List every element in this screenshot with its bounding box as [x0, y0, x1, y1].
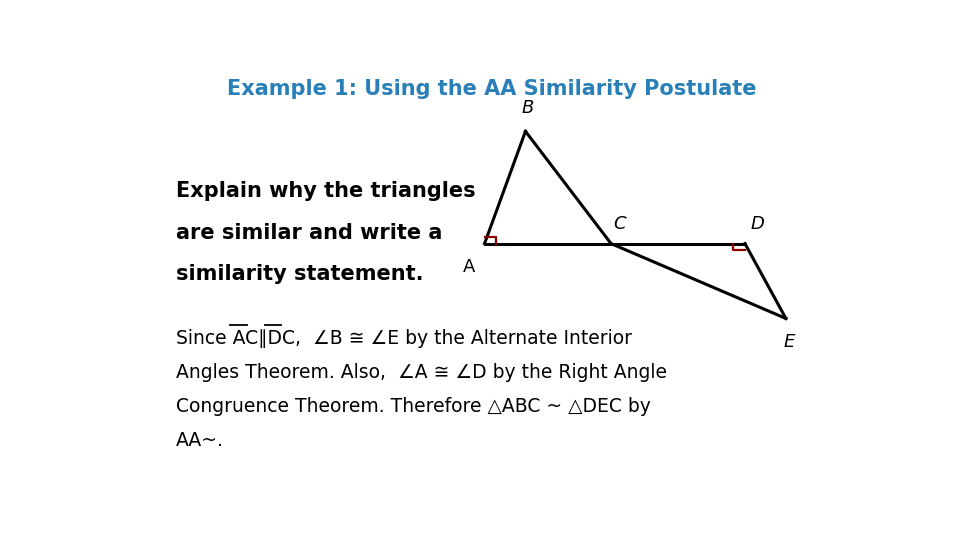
Text: AA~.: AA~. — [176, 431, 224, 450]
Text: Congruence Theorem. Therefore △ABC ~ △DEC by: Congruence Theorem. Therefore △ABC ~ △DE… — [176, 397, 651, 416]
Text: Explain why the triangles: Explain why the triangles — [176, 181, 475, 201]
Text: Angles Theorem. Also,  ∠A ≅ ∠D by the Right Angle: Angles Theorem. Also, ∠A ≅ ∠D by the Rig… — [176, 363, 667, 382]
Text: D: D — [751, 215, 765, 233]
Text: Example 1: Using the AA Similarity Postulate: Example 1: Using the AA Similarity Postu… — [228, 79, 756, 99]
Text: Since AC∥DC,  ∠B ≅ ∠E by the Alternate Interior: Since AC∥DC, ∠B ≅ ∠E by the Alternate In… — [176, 329, 632, 348]
Text: are similar and write a: are similar and write a — [176, 223, 443, 243]
Text: E: E — [784, 333, 795, 351]
Text: similarity statement.: similarity statement. — [176, 265, 423, 285]
Text: B: B — [521, 99, 534, 117]
Text: A: A — [464, 258, 475, 276]
Text: C: C — [613, 215, 626, 233]
